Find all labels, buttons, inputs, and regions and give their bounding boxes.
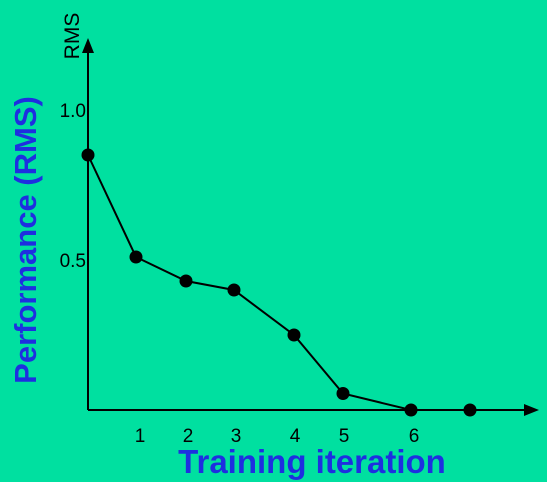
x-tick-label: 4 bbox=[290, 426, 301, 447]
data-point bbox=[463, 403, 477, 417]
data-point bbox=[179, 274, 193, 288]
x-tick-label: 2 bbox=[183, 426, 194, 447]
x-tick-label: 5 bbox=[339, 426, 350, 447]
x-axis-arrow bbox=[524, 404, 539, 416]
x-tick-label: 3 bbox=[231, 426, 242, 447]
data-point bbox=[404, 403, 418, 417]
data-point bbox=[287, 328, 301, 342]
x-tick-label: 6 bbox=[409, 426, 420, 447]
y-tick-label: 1.0 bbox=[60, 101, 86, 122]
data-point bbox=[129, 250, 143, 264]
y-axis-title: Performance (RMS) bbox=[8, 96, 43, 384]
x-tick-label: 1 bbox=[135, 426, 146, 447]
data-point bbox=[227, 283, 241, 297]
x-tick-labels: 1 2 3 4 5 6 bbox=[135, 426, 420, 447]
y-tick-labels: 0.5 1.0 bbox=[60, 101, 86, 272]
data-point bbox=[81, 148, 95, 162]
x-axis-title: Training iteration bbox=[178, 443, 446, 480]
y-tick-label: 0.5 bbox=[60, 251, 86, 272]
series-line bbox=[87, 154, 470, 411]
y-unit-label: RMS bbox=[61, 13, 84, 60]
series-layer bbox=[81, 148, 477, 417]
y-axis-arrow bbox=[82, 38, 94, 53]
data-point bbox=[336, 387, 350, 400]
